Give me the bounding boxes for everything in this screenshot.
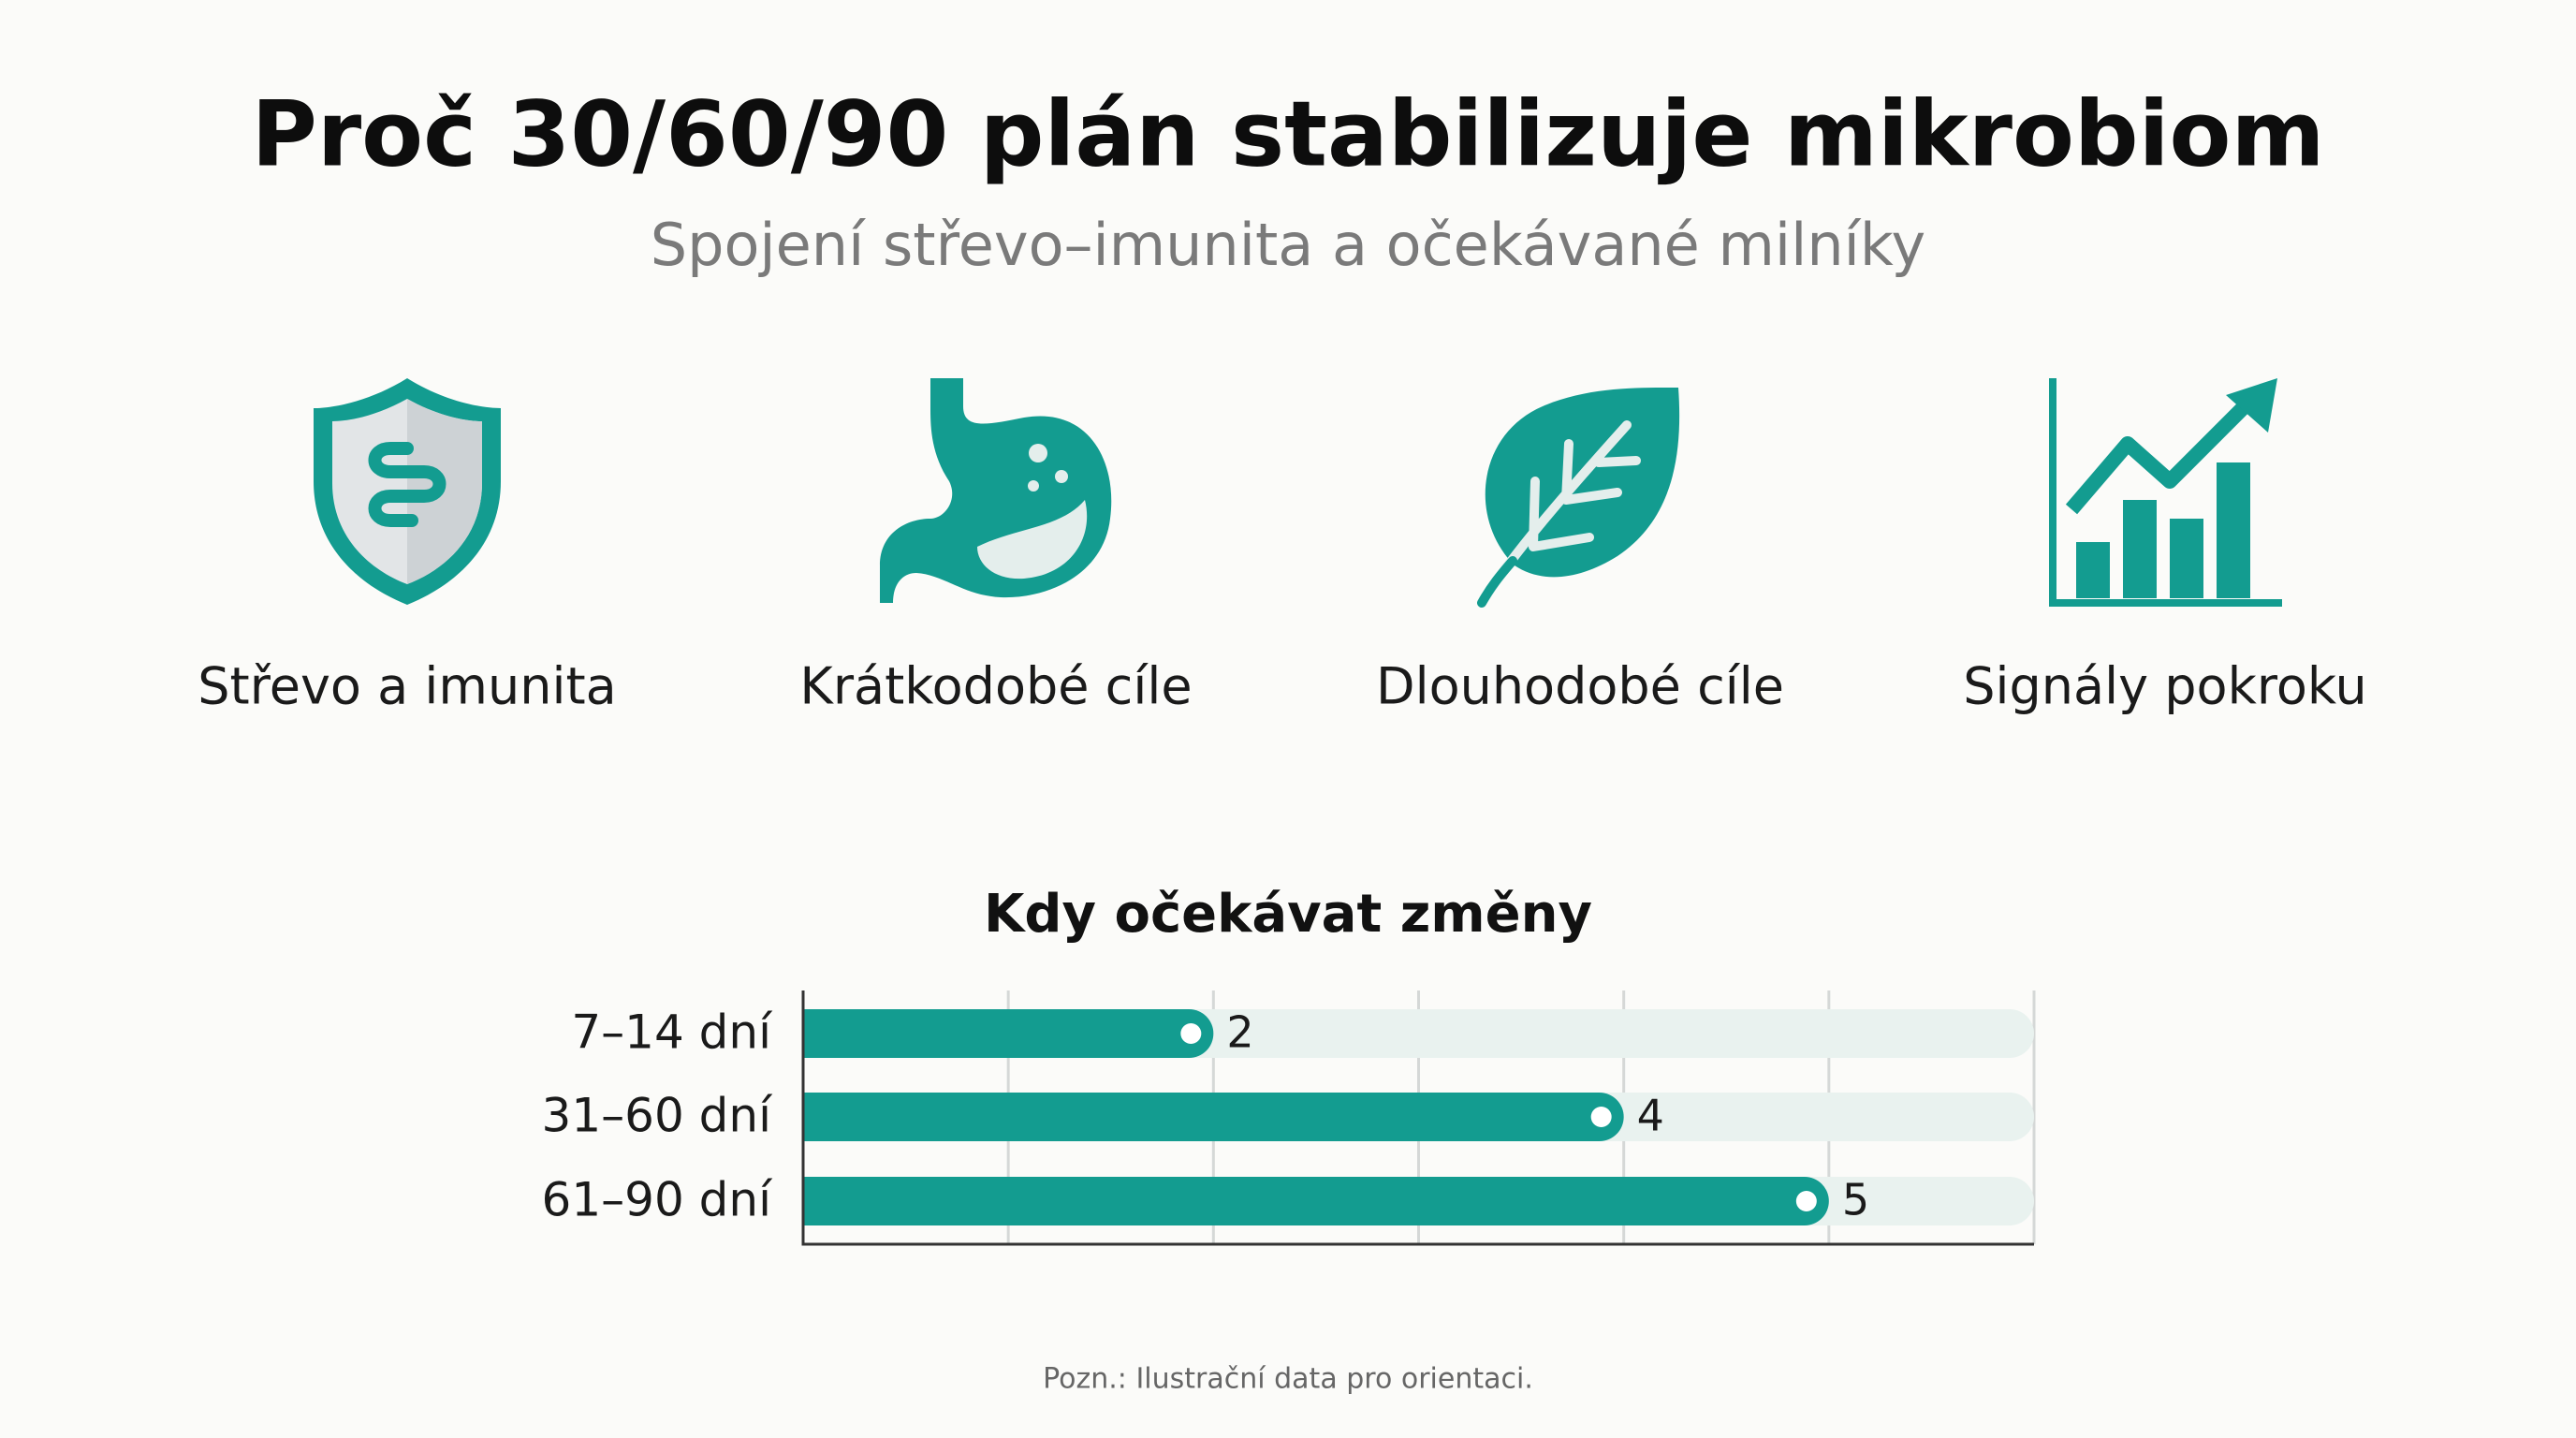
- bar: [803, 1177, 1829, 1225]
- bar-end-dot: [1795, 1191, 1817, 1211]
- leaf-icon: [1477, 387, 1680, 608]
- bar: [803, 1093, 1624, 1141]
- feature-label: Střevo a imunita: [198, 657, 616, 716]
- feature-label: Signály pokroku: [1963, 657, 2366, 716]
- value-label: 2: [1226, 1007, 1253, 1058]
- y-tick-label: 7–14 dní: [571, 1005, 773, 1060]
- chart-title: Kdy očekávat změny: [984, 884, 1592, 945]
- bar: [803, 1009, 1214, 1058]
- value-label: 4: [1637, 1091, 1664, 1141]
- shield-icon: [314, 378, 501, 605]
- feature-label: Dlouhodobé cíle: [1376, 657, 1784, 716]
- chart: Kdy očekávat změny 7–14 dní 2 31–60 dní 4 61…: [542, 884, 2036, 1246]
- stomach-icon: [880, 378, 1112, 603]
- axis: [801, 990, 2034, 1246]
- title: Proč 30/60/90 plán stabilizuje mikrobiom: [251, 81, 2324, 186]
- bar-end-dot: [1180, 1023, 1202, 1044]
- subtitle: Spojení střevo–imunita a očekávané milní…: [651, 211, 1925, 279]
- feature-label: Krátkodobé cíle: [799, 657, 1192, 716]
- bar-end-dot: [1590, 1107, 1612, 1127]
- value-label: 5: [1842, 1175, 1869, 1225]
- growth-icon: [2049, 378, 2282, 607]
- y-tick-label: 31–60 dní: [542, 1089, 774, 1143]
- footnote: Pozn.: Ilustrační data pro orientaci.: [1043, 1363, 1533, 1396]
- y-tick-label: 61–90 dní: [542, 1173, 774, 1227]
